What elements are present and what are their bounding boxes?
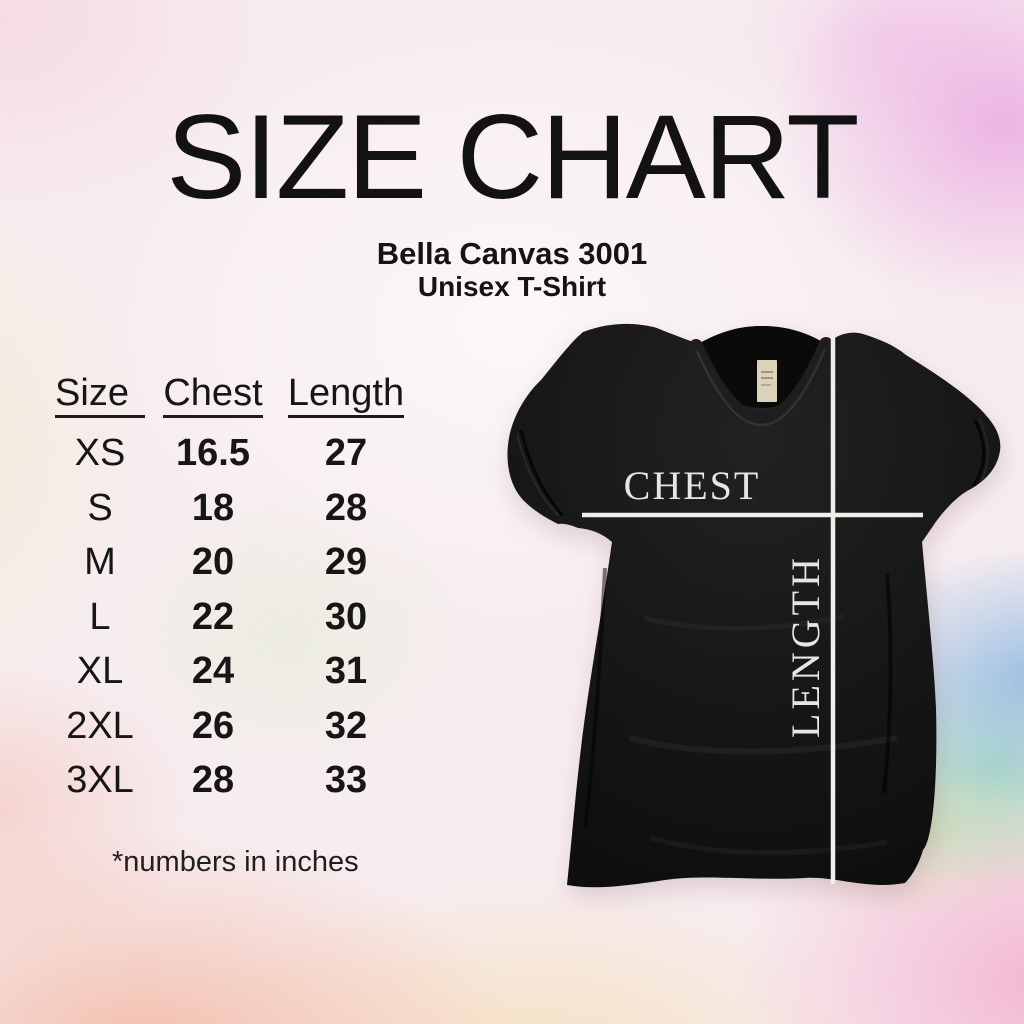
page-title: SIZE CHART [166, 90, 859, 224]
chest-cell: 22 [191, 595, 235, 638]
length-cell: 31 [324, 650, 368, 693]
left-cuff-fold [519, 429, 565, 518]
length-cell: 33 [324, 759, 368, 802]
size-cell: XS [74, 432, 126, 475]
length-cell: 29 [324, 541, 368, 584]
column-header-length: Length [287, 372, 405, 418]
wrinkle [882, 572, 893, 794]
size-cell: L [89, 595, 111, 638]
size-cell: XL [76, 650, 124, 693]
chest-measure-label: CHEST [623, 463, 761, 508]
tshirt-body [507, 323, 1001, 888]
tshirt-graphic [507, 323, 1001, 888]
size-cell: 2XL [66, 704, 134, 747]
chest-cell: 24 [191, 650, 235, 693]
product-name: Bella Canvas 3001 [376, 236, 648, 271]
size-cell: S [87, 486, 113, 529]
chest-cell: 18 [191, 486, 235, 529]
chest-cell: 20 [191, 541, 235, 584]
units-note: *numbers in inches [112, 846, 359, 878]
chest-cell: 16.5 [176, 432, 250, 475]
right-cuff-fold [971, 419, 986, 487]
size-cell: 3XL [66, 759, 134, 802]
wrinkle [583, 567, 607, 829]
collar-highlight [695, 348, 827, 427]
column-header-size: Size [55, 372, 145, 418]
size-table: Size Chest Length XS 16.5 27 S 18 28 M 2… [55, 372, 406, 808]
size-cell: M [84, 541, 116, 584]
chest-cell: 28 [191, 759, 235, 802]
neck-tag [757, 360, 777, 402]
length-cell: 28 [324, 486, 368, 529]
length-cell: 27 [324, 432, 368, 475]
tshirt-photo: CHEST LENGTH [505, 318, 1020, 898]
length-measure-label: LENGTH [783, 554, 828, 738]
chest-cell: 26 [191, 704, 235, 747]
length-cell: 30 [324, 595, 368, 638]
product-type: Unisex T-Shirt [417, 271, 607, 302]
wrinkle [649, 835, 888, 856]
column-header-chest: Chest [163, 372, 263, 418]
wrinkle [644, 613, 846, 631]
right-cuff-highlight [976, 417, 989, 489]
length-cell: 32 [324, 704, 368, 747]
collar-band [689, 337, 833, 426]
wrinkle [629, 735, 898, 755]
left-cuff-highlight [516, 433, 560, 517]
